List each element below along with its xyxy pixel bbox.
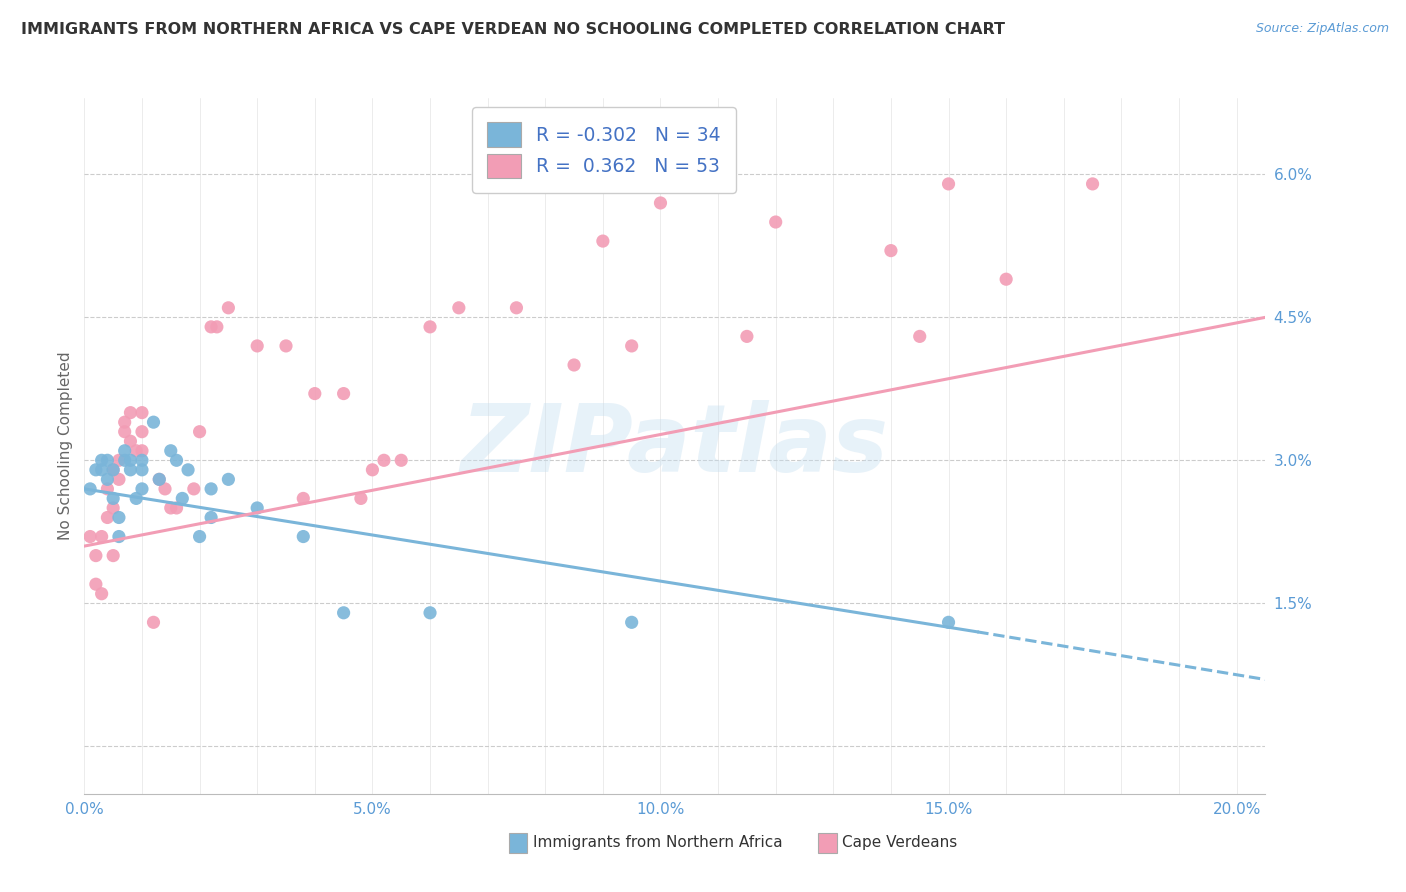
Point	[447, 301, 470, 315]
Point	[131, 406, 153, 420]
Point	[419, 319, 441, 334]
Point	[166, 453, 188, 467]
Point	[90, 530, 112, 544]
Point	[142, 615, 165, 630]
Point	[90, 587, 112, 601]
Point	[361, 463, 384, 477]
Point	[101, 549, 124, 563]
Point	[200, 319, 222, 334]
Point	[166, 500, 188, 515]
Point	[148, 472, 170, 486]
Point	[183, 482, 205, 496]
Point	[148, 472, 170, 486]
Point	[620, 615, 643, 630]
Point	[177, 463, 200, 477]
Point	[84, 463, 107, 477]
Point	[96, 482, 118, 496]
Point	[505, 301, 527, 315]
Point	[188, 425, 211, 439]
Point	[90, 453, 112, 467]
Y-axis label: No Schooling Completed: No Schooling Completed	[58, 351, 73, 541]
Point	[332, 386, 354, 401]
Text: IMMIGRANTS FROM NORTHERN AFRICA VS CAPE VERDEAN NO SCHOOLING COMPLETED CORRELATI: IMMIGRANTS FROM NORTHERN AFRICA VS CAPE …	[21, 22, 1005, 37]
Point	[188, 530, 211, 544]
Point	[120, 406, 142, 420]
Text: ZIPatlas: ZIPatlas	[461, 400, 889, 492]
Point	[908, 329, 931, 343]
Point	[562, 358, 585, 372]
Point	[101, 463, 124, 477]
Point	[373, 453, 395, 467]
Point	[120, 463, 142, 477]
Point	[217, 301, 239, 315]
Point	[205, 319, 228, 334]
Point	[292, 530, 315, 544]
Text: Source: ZipAtlas.com: Source: ZipAtlas.com	[1256, 22, 1389, 36]
Point	[114, 443, 136, 458]
Point	[592, 234, 614, 248]
Point	[114, 425, 136, 439]
Point	[880, 244, 903, 258]
Point	[108, 472, 131, 486]
Text: Cape Verdeans: Cape Verdeans	[842, 836, 957, 850]
Point	[84, 577, 107, 591]
Point	[125, 491, 148, 506]
Point	[217, 472, 239, 486]
Point	[131, 463, 153, 477]
Point	[96, 453, 118, 467]
Point	[131, 482, 153, 496]
Point	[292, 491, 315, 506]
Point	[350, 491, 373, 506]
Point	[200, 510, 222, 524]
Point	[101, 463, 124, 477]
Point	[938, 615, 960, 630]
Point	[650, 196, 672, 211]
Point	[159, 443, 181, 458]
Point	[159, 500, 181, 515]
Point	[274, 339, 297, 353]
Point	[79, 530, 101, 544]
Point	[131, 425, 153, 439]
Point	[765, 215, 787, 229]
Point	[200, 482, 222, 496]
Point	[120, 434, 142, 449]
Point	[246, 500, 269, 515]
Point	[938, 177, 960, 191]
Point	[108, 510, 131, 524]
Point	[108, 453, 131, 467]
Point	[114, 453, 136, 467]
Point	[153, 482, 176, 496]
Point	[1081, 177, 1104, 191]
Point	[101, 500, 124, 515]
Point	[108, 530, 131, 544]
Point	[90, 463, 112, 477]
Point	[389, 453, 412, 467]
Text: Immigrants from Northern Africa: Immigrants from Northern Africa	[533, 836, 783, 850]
Point	[995, 272, 1018, 286]
Point	[246, 339, 269, 353]
Point	[620, 339, 643, 353]
Point	[96, 510, 118, 524]
Point	[114, 415, 136, 429]
Point	[142, 415, 165, 429]
Point	[120, 453, 142, 467]
Point	[96, 472, 118, 486]
Point	[79, 482, 101, 496]
Point	[332, 606, 354, 620]
Point	[172, 491, 194, 506]
Point	[131, 453, 153, 467]
Point	[131, 443, 153, 458]
Point	[419, 606, 441, 620]
Legend: R = -0.302   N = 34, R =  0.362   N = 53: R = -0.302 N = 34, R = 0.362 N = 53	[472, 108, 735, 194]
Point	[735, 329, 758, 343]
Point	[84, 549, 107, 563]
Point	[101, 491, 124, 506]
Point	[125, 443, 148, 458]
Point	[304, 386, 326, 401]
